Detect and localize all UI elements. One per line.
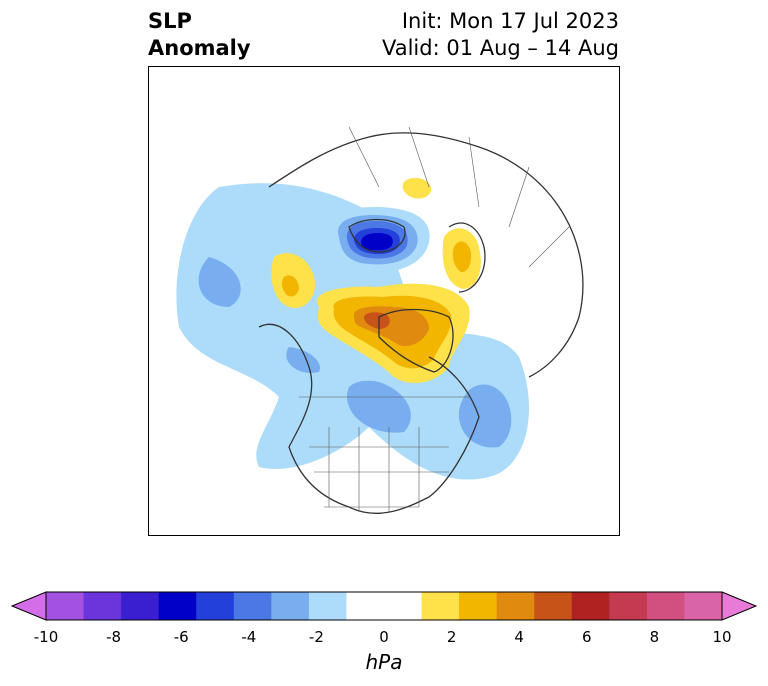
colorbar-swatch <box>609 592 648 620</box>
colorbar-tick-label: -8 <box>106 628 122 646</box>
colorbar-tick-label: -6 <box>173 628 189 646</box>
arctic-low <box>326 207 430 274</box>
colorbar-tick-label: 4 <box>514 628 524 646</box>
siberia-high <box>402 177 432 199</box>
map-panel <box>148 66 620 536</box>
colorbar-tick-label: 6 <box>582 628 592 646</box>
title-variable: SLP <box>148 9 192 33</box>
title-anomaly: Anomaly <box>148 36 251 60</box>
greenland-high-contour-4 <box>364 312 390 329</box>
anomaly-contour-neg-5 <box>286 347 320 373</box>
colorbar-swatch <box>571 592 610 620</box>
colorbar-tick-label: -10 <box>33 628 59 646</box>
scandinavia-high-core <box>452 241 472 273</box>
anomaly-map <box>176 126 584 514</box>
colorbar-units: hPa <box>365 650 403 674</box>
init-date: Init: Mon 17 Jul 2023 <box>401 9 619 33</box>
colorbar-swatch <box>233 592 272 620</box>
colorbar-swatch <box>384 592 423 620</box>
colorbar-tick-label: 0 <box>379 628 389 646</box>
valid-range: Valid: 01 Aug – 14 Aug <box>381 36 619 60</box>
colorbar-extend-low <box>10 591 47 621</box>
colorbar-swatch <box>271 592 310 620</box>
colorbar-swatch <box>421 592 460 620</box>
colorbar-swatch <box>308 592 347 620</box>
colorbar-swatch <box>121 592 160 620</box>
colorbar-tick-label: -2 <box>308 628 324 646</box>
anomaly-contour-neg-3 <box>347 380 411 433</box>
colorbar-tick-label: 2 <box>446 628 457 646</box>
colorbar-swatch <box>83 592 122 620</box>
anomaly-contour-neg-2 <box>198 257 241 307</box>
map-title: SLP Anomaly <box>148 8 251 62</box>
colorbar-swatch <box>196 592 235 620</box>
colorbar-swatch <box>534 592 573 620</box>
colorbar-tick-label: -4 <box>241 628 257 646</box>
colorbar-swatch <box>459 592 498 620</box>
borders <box>299 126 570 512</box>
border-us-states-1 <box>328 427 420 512</box>
colorbar-extend-high <box>721 591 758 621</box>
coastline-eurasia <box>268 132 584 378</box>
alaska-high-core <box>281 275 299 297</box>
colorbar-swatch <box>346 592 385 620</box>
colorbar-swatch <box>496 592 535 620</box>
coastline-greenland <box>378 308 454 373</box>
colorbar-swatch <box>684 592 723 620</box>
coastline-arctic-islands <box>348 218 406 253</box>
colorbar-tick-label: 8 <box>649 628 660 646</box>
colorbar-outline <box>45 591 723 621</box>
coastline-scandinavia <box>448 222 486 293</box>
colorbar-swatch <box>158 592 197 620</box>
map-date-info: Init: Mon 17 Jul 2023 Valid: 01 Aug – 14… <box>382 8 619 62</box>
positive-anomaly-field <box>271 177 481 383</box>
arctic-low-contour-5 <box>361 233 393 251</box>
border-us-states-2 <box>309 446 449 473</box>
colorbar-swatch <box>646 592 685 620</box>
colorbar-swatches <box>10 591 758 621</box>
colorbar <box>10 590 758 626</box>
colorbar-tick-label: 10 <box>712 628 732 646</box>
colorbar-swatch <box>46 592 85 620</box>
border-eurasia-1 <box>348 126 570 268</box>
